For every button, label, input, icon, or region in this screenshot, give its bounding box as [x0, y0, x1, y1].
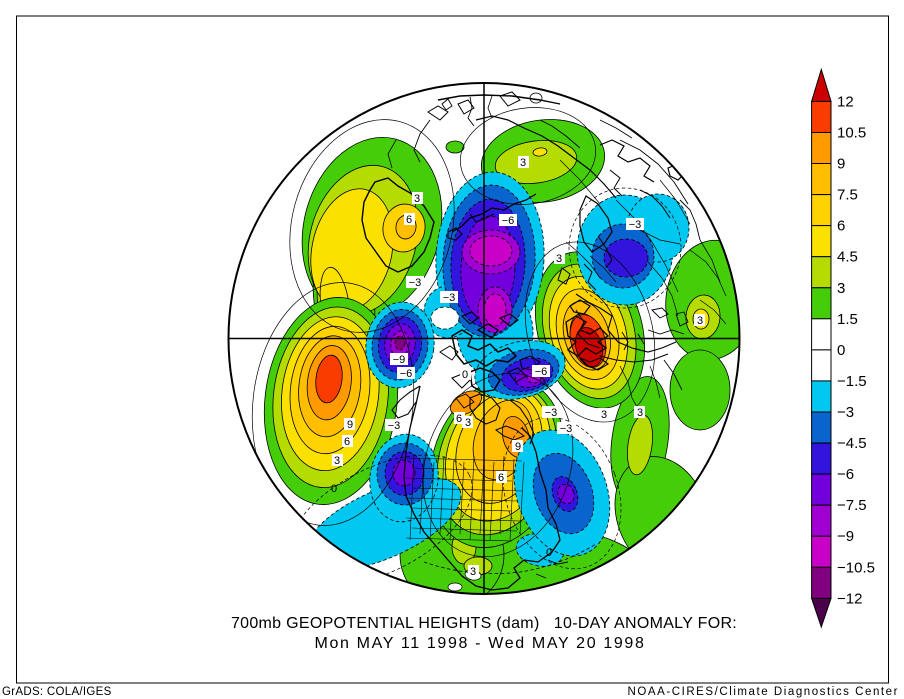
svg-text:0: 0 [546, 547, 552, 559]
svg-text:6: 6 [456, 413, 462, 425]
svg-text:−6: −6 [535, 366, 548, 378]
svg-text:12: 12 [837, 93, 854, 110]
svg-text:−3: −3 [388, 420, 401, 432]
svg-text:Mon MAY 11 1998 - Wed MAY 20 1: Mon MAY 11 1998 - Wed MAY 20 1998 [314, 635, 645, 652]
svg-text:3: 3 [520, 157, 526, 169]
svg-text:9: 9 [515, 441, 521, 453]
svg-text:0: 0 [331, 483, 337, 495]
svg-text:3: 3 [556, 253, 562, 265]
svg-text:3: 3 [334, 455, 340, 467]
svg-text:0: 0 [837, 342, 845, 359]
svg-text:1.5: 1.5 [837, 311, 858, 328]
svg-text:−6: −6 [400, 368, 413, 380]
svg-text:−3: −3 [560, 423, 573, 435]
svg-text:3: 3 [637, 407, 643, 419]
svg-text:10.5: 10.5 [837, 125, 866, 142]
svg-text:−7.5: −7.5 [837, 497, 867, 514]
svg-text:3: 3 [837, 280, 845, 297]
svg-text:0: 0 [462, 369, 468, 381]
svg-text:−6: −6 [837, 466, 854, 483]
svg-text:6: 6 [406, 214, 412, 226]
svg-text:−9: −9 [393, 354, 406, 366]
svg-text:4.5: 4.5 [837, 249, 858, 266]
svg-text:−3: −3 [545, 407, 558, 419]
svg-text:3: 3 [465, 417, 471, 429]
svg-text:6: 6 [498, 472, 504, 484]
svg-text:6: 6 [344, 436, 350, 448]
svg-text:−3: −3 [629, 219, 642, 231]
svg-text:GrADS: COLA/IGES: GrADS: COLA/IGES [2, 686, 112, 698]
svg-text:3: 3 [697, 315, 703, 327]
svg-text:−4.5: −4.5 [837, 435, 867, 452]
svg-text:6: 6 [837, 218, 845, 235]
svg-text:700mb GEOPOTENTIAL HEIGHTS (da: 700mb GEOPOTENTIAL HEIGHTS (dam) 10-DAY … [231, 615, 737, 632]
svg-text:3: 3 [414, 193, 420, 205]
svg-text:−12: −12 [837, 590, 862, 607]
svg-text:3: 3 [470, 566, 476, 578]
svg-text:−3: −3 [443, 292, 456, 304]
svg-text:9: 9 [347, 419, 353, 431]
svg-text:−6: −6 [502, 215, 515, 227]
svg-text:−10.5: −10.5 [837, 559, 875, 576]
svg-text:NOAA-CIRES/Climate Diagnostics: NOAA-CIRES/Climate Diagnostics Center [628, 686, 899, 698]
svg-text:7.5: 7.5 [837, 187, 858, 204]
svg-text:3: 3 [601, 409, 607, 421]
svg-text:9: 9 [837, 156, 845, 173]
svg-text:−3: −3 [409, 277, 422, 289]
svg-text:−3: −3 [837, 404, 854, 421]
svg-text:−1.5: −1.5 [837, 373, 867, 390]
svg-text:−9: −9 [837, 528, 854, 545]
